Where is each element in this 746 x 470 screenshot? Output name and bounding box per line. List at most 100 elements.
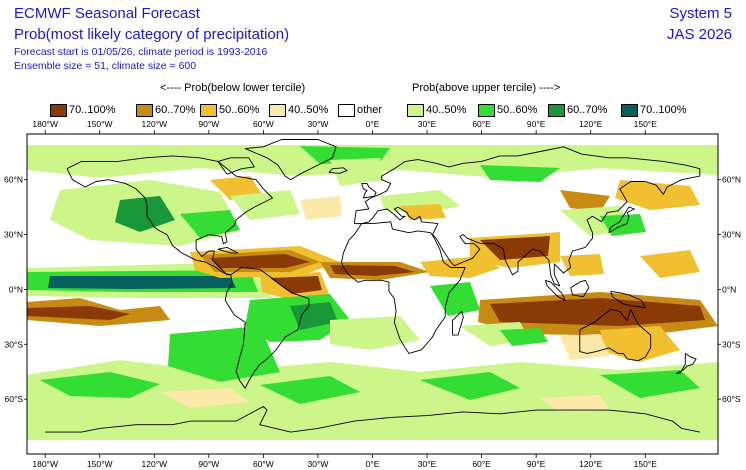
lon-label-bottom: 150°E <box>634 459 658 469</box>
probability-region <box>640 250 700 278</box>
probability-region <box>230 190 300 220</box>
lon-label-bottom: 180°W <box>32 459 58 469</box>
legend-item: 70..100% <box>621 102 686 118</box>
ensemble-size-line: Ensemble size = 51, climate size = 600 <box>14 60 197 72</box>
legend-swatch <box>407 103 424 117</box>
legend-item: 50..60% <box>200 102 259 118</box>
legend-label: 70..100% <box>69 104 116 116</box>
probability-region <box>27 306 130 320</box>
coastline <box>45 406 700 433</box>
probability-region <box>260 376 360 404</box>
coastline <box>579 309 652 362</box>
coastline <box>217 157 255 175</box>
lat-label-right: 0°N <box>722 284 736 294</box>
legend-label: 40..50% <box>426 104 467 116</box>
coastline <box>217 246 239 254</box>
probability-region <box>430 282 480 316</box>
lon-label-top: 60°E <box>472 119 491 129</box>
legend-swatch <box>548 103 565 117</box>
probability-region <box>160 388 250 408</box>
lon-label-top: 30°E <box>418 119 437 129</box>
legend-label: 50..60% <box>219 104 260 116</box>
lon-label-bottom: 30°E <box>418 459 437 469</box>
probability-region <box>330 316 420 350</box>
lon-label-top: 120°E <box>579 119 603 129</box>
legend-label: other <box>357 104 383 116</box>
coastline <box>610 290 646 309</box>
coastline <box>353 146 701 287</box>
legend-item: 40..50% <box>407 102 466 118</box>
lon-label-top: 150°W <box>87 119 113 129</box>
lon-label-top: 30°W <box>308 119 329 129</box>
lon-label-bottom: 90°W <box>198 459 219 469</box>
lon-label-top: 60°W <box>253 119 274 129</box>
coastline <box>224 267 310 389</box>
lon-label-bottom: 90°E <box>527 459 546 469</box>
lon-label-top: 180°W <box>32 119 58 129</box>
lon-label-bottom: 0°E <box>366 459 380 469</box>
legend-swatch <box>338 103 355 117</box>
probability-region <box>560 254 604 276</box>
legend-item: 60..70% <box>136 102 195 118</box>
probability-region <box>48 276 236 289</box>
lon-label-top: 0°E <box>366 119 380 129</box>
coastline <box>452 310 464 336</box>
lat-label-left: 60°S <box>4 394 23 404</box>
coastline <box>328 167 348 174</box>
legend-swatch <box>50 103 67 117</box>
probability-region <box>180 210 240 238</box>
legend-label: 60..70% <box>567 104 608 116</box>
probability-region <box>290 302 338 330</box>
probability-region <box>540 395 610 412</box>
lon-label-bottom: 150°W <box>87 459 113 469</box>
probability-region <box>490 298 705 326</box>
map-title: ECMWF Seasonal Forecast <box>14 5 200 22</box>
lat-label-left: 30°S <box>4 339 23 349</box>
legend-label: 50..60% <box>497 104 538 116</box>
probability-region <box>270 276 322 294</box>
legend-item: 40..50% <box>269 102 328 118</box>
lon-label-bottom: 120°W <box>141 459 167 469</box>
probability-region <box>400 204 446 220</box>
lat-label-right: 30°N <box>722 230 741 240</box>
probability-region <box>480 236 550 260</box>
coastline <box>341 221 466 354</box>
probability-region <box>115 196 175 232</box>
lat-label-left: 30°N <box>4 230 23 240</box>
lon-label-top: 150°E <box>634 119 658 129</box>
probability-region <box>27 360 718 440</box>
coastline <box>544 279 566 301</box>
lon-label-top: 90°E <box>527 119 546 129</box>
probability-region <box>560 334 610 360</box>
legend-item: 60..70% <box>548 102 607 118</box>
season-label: JAS 2026 <box>666 26 732 43</box>
lon-label-bottom: 30°W <box>308 459 329 469</box>
lon-label-top: 120°W <box>141 119 167 129</box>
coastline <box>570 279 590 298</box>
legend-label: 40..50% <box>288 104 329 116</box>
coastline <box>244 139 337 181</box>
probability-region <box>560 190 610 212</box>
forecast-start-line: Forecast start is 01/05/26, climate peri… <box>14 46 268 58</box>
probability-region <box>210 254 310 268</box>
legend-label: 70..100% <box>640 104 687 116</box>
probability-region <box>40 372 160 398</box>
probability-region <box>168 326 280 382</box>
lon-label-bottom: 60°W <box>253 459 274 469</box>
lat-label-left: 0°N <box>9 284 23 294</box>
legend-label: 60..70% <box>155 104 196 116</box>
lon-label-bottom: 120°E <box>579 459 603 469</box>
legend-swatch <box>200 103 217 117</box>
probability-region <box>210 176 262 200</box>
lat-label-right: 60°S <box>722 394 741 404</box>
legend-item: 70..100% <box>50 102 115 118</box>
legend-swatch <box>621 103 638 117</box>
probability-region <box>330 158 384 186</box>
lat-label-left: 60°N <box>4 175 23 185</box>
lon-label-bottom: 60°E <box>472 459 491 469</box>
map-subtitle: Prob(most likely category of precipitati… <box>14 26 290 43</box>
probability-region <box>420 372 520 400</box>
probability-region <box>500 328 548 346</box>
coastline <box>66 155 273 276</box>
